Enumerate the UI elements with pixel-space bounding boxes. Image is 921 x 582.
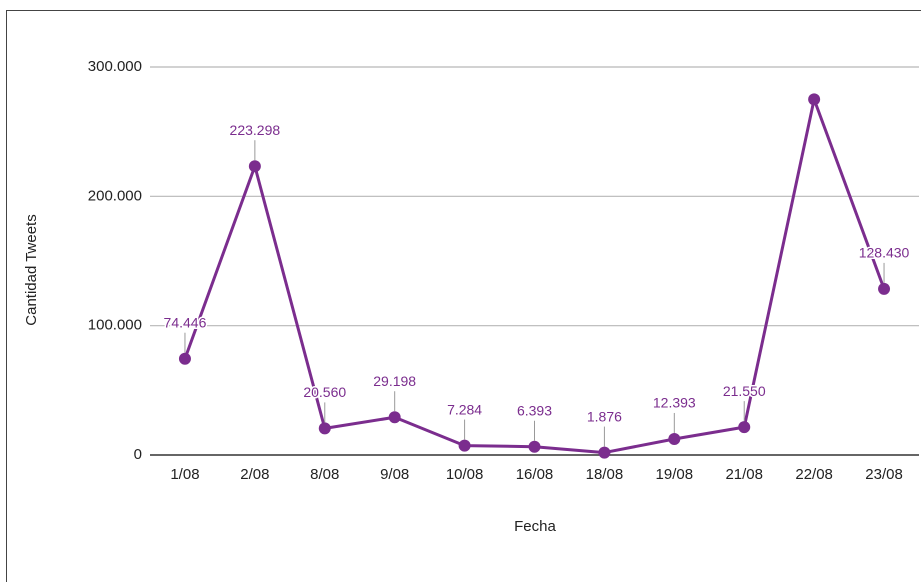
x-tick-label: 2/08	[240, 466, 269, 483]
y-tick-label: 200.000	[88, 187, 142, 204]
frame	[6, 10, 921, 582]
x-tick-label: 16/08	[516, 466, 554, 483]
point	[178, 352, 191, 365]
point	[528, 440, 541, 453]
y-tick-label: 100.000	[88, 317, 142, 334]
y-tick-label: 0	[134, 446, 142, 463]
x-axis-label: Fecha	[514, 518, 556, 535]
point	[668, 432, 681, 445]
data-label: 1.876	[587, 408, 622, 424]
point	[738, 421, 751, 434]
point	[248, 160, 261, 173]
x-tick-label: 23/08	[865, 466, 903, 483]
data-label: 74.446	[164, 314, 207, 330]
data-label: 6.393	[517, 402, 552, 418]
y-tick-label: 300.000	[88, 58, 142, 75]
x-tick-label: 9/08	[380, 466, 409, 483]
x-tick-label: 21/08	[725, 466, 763, 483]
data-label: 7.284	[447, 401, 482, 417]
point	[878, 282, 891, 295]
point	[318, 422, 331, 435]
x-tick-label: 1/08	[170, 466, 199, 483]
x-tick-label: 19/08	[656, 466, 694, 483]
x-tick-label: 22/08	[795, 466, 833, 483]
data-label: 29.198	[373, 373, 416, 389]
data-label: 20.560	[303, 384, 346, 400]
x-tick-label: 10/08	[446, 466, 484, 483]
x-tick-label: 8/08	[310, 466, 339, 483]
point	[388, 411, 401, 424]
data-label: 12.393	[653, 395, 696, 411]
point	[598, 446, 611, 459]
line	[183, 97, 886, 455]
data-label: 128.430	[859, 245, 910, 261]
point	[458, 439, 471, 452]
x-tick-label: 18/08	[586, 466, 624, 483]
data-label: 21.550	[723, 383, 766, 399]
point	[808, 93, 821, 106]
data-label: 223.298	[230, 122, 281, 138]
y-axis-label: Cantidad Tweets	[23, 214, 40, 325]
